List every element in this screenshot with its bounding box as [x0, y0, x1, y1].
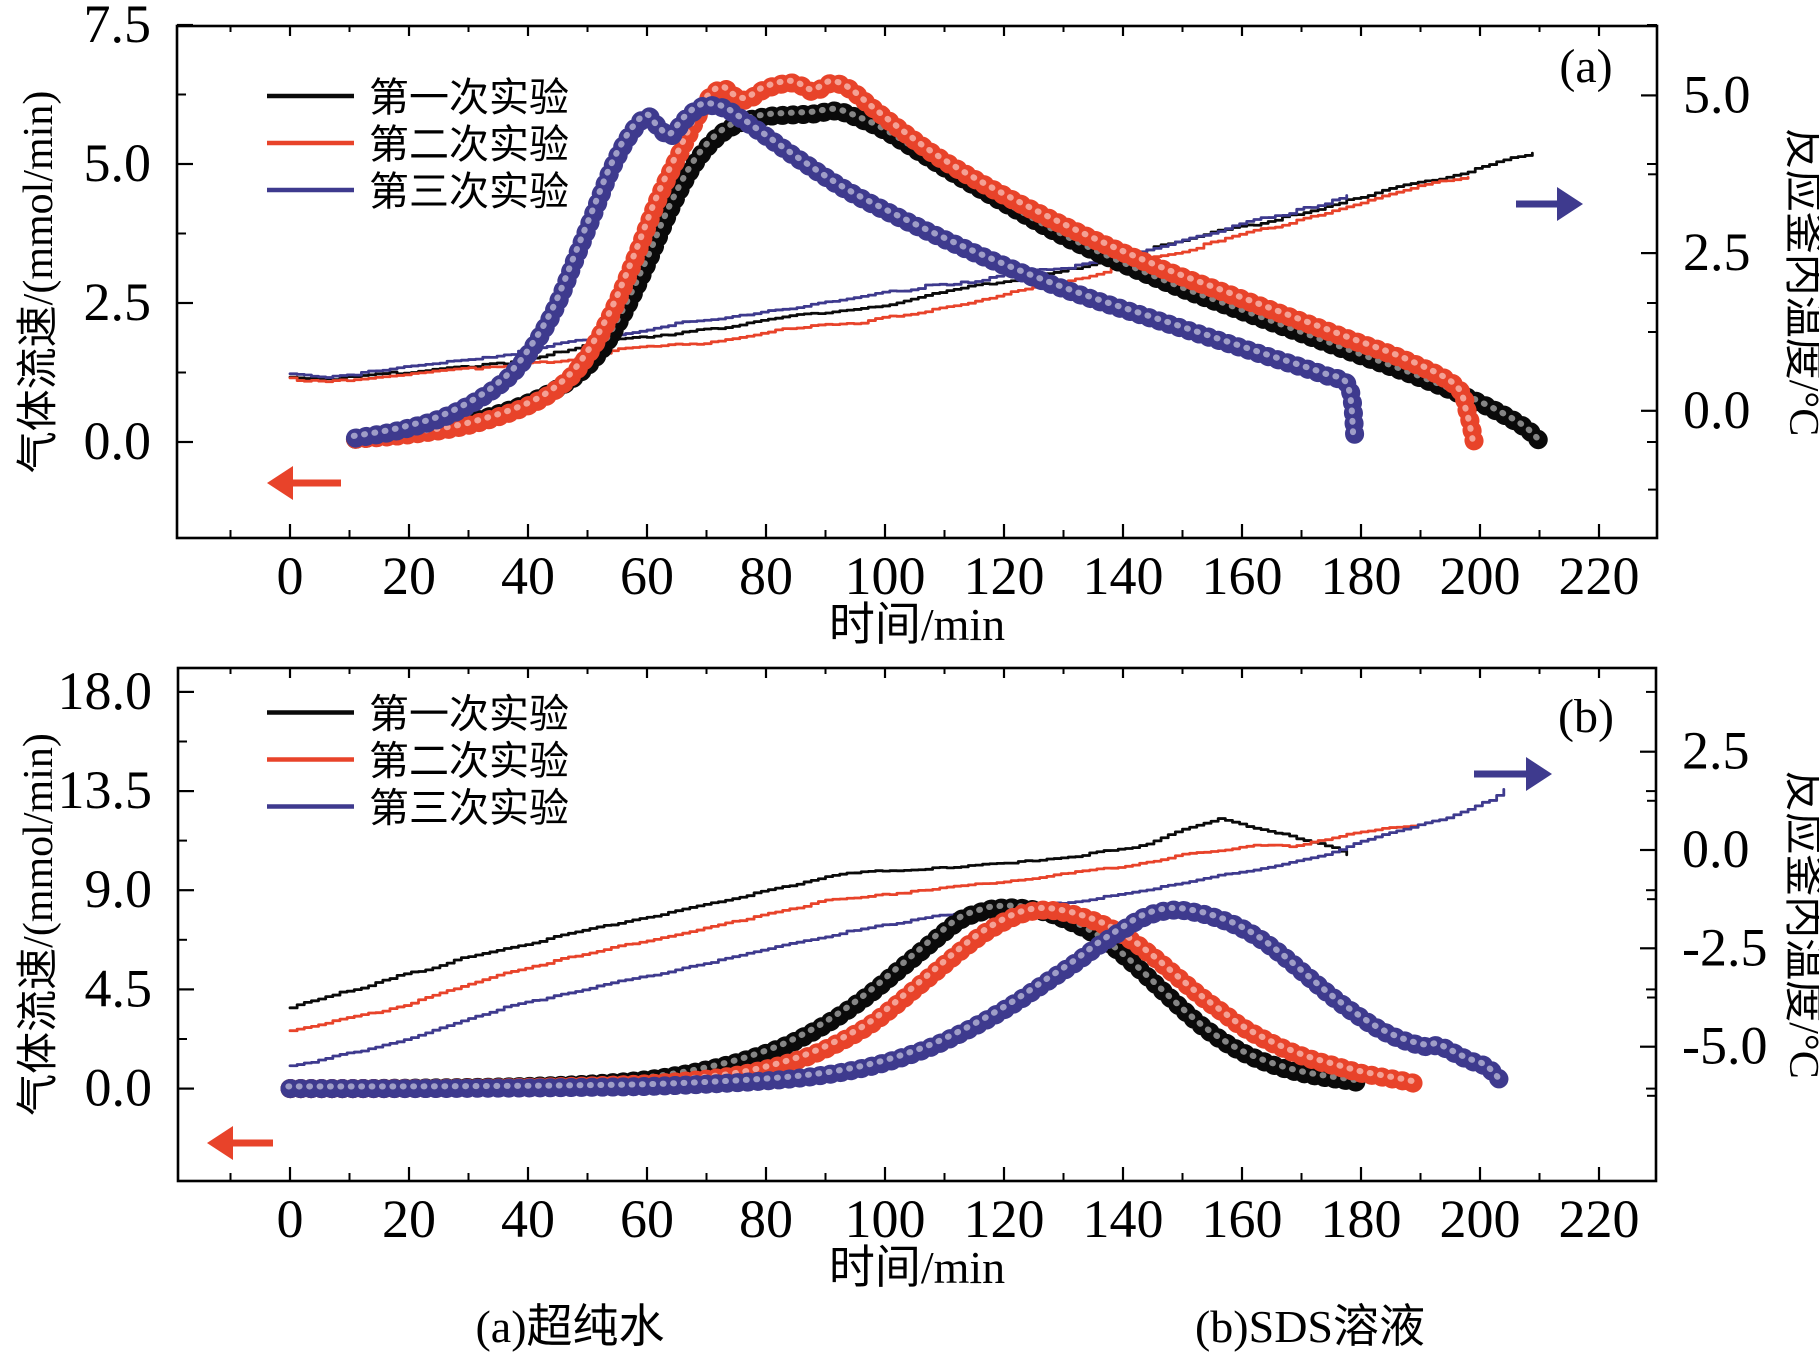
svg-text:2.5: 2.5: [84, 272, 152, 332]
svg-text:60: 60: [620, 1189, 674, 1249]
svg-text:20: 20: [382, 1189, 436, 1249]
svg-text:(b): (b): [1558, 690, 1614, 743]
svg-text:第一次实验: 第一次实验: [369, 692, 569, 737]
svg-text:180: 180: [1321, 1189, 1402, 1249]
svg-text:100: 100: [845, 1189, 926, 1249]
svg-text:180: 180: [1321, 546, 1402, 606]
svg-text:9.0: 9.0: [85, 859, 153, 919]
svg-text:0: 0: [277, 546, 304, 606]
svg-text:220: 220: [1559, 546, 1640, 606]
svg-text:0.0: 0.0: [1683, 380, 1751, 440]
svg-text:时间/min: 时间/min: [829, 1242, 1005, 1293]
svg-text:13.5: 13.5: [58, 760, 153, 820]
svg-text:5.0: 5.0: [1683, 64, 1751, 124]
svg-text:(b)SDS溶液: (b)SDS溶液: [1195, 1301, 1425, 1352]
svg-text:60: 60: [620, 546, 674, 606]
svg-text:160: 160: [1202, 1189, 1283, 1249]
svg-text:40: 40: [501, 1189, 555, 1249]
svg-text:第二次实验: 第二次实验: [369, 122, 569, 167]
svg-text:时间/min: 时间/min: [829, 599, 1005, 650]
svg-text:反应釜内温度/°C: 反应釜内温度/°C: [1780, 770, 1819, 1078]
svg-text:4.5: 4.5: [85, 958, 153, 1018]
svg-text:160: 160: [1202, 546, 1283, 606]
svg-text:7.5: 7.5: [84, 0, 152, 54]
svg-text:80: 80: [739, 1189, 793, 1249]
svg-text:140: 140: [1083, 1189, 1164, 1249]
svg-text:120: 120: [964, 546, 1045, 606]
svg-text:气体流速/(mmol/min): 气体流速/(mmol/min): [16, 91, 62, 474]
svg-text:100: 100: [845, 546, 926, 606]
svg-text:反应釜内温度/°C: 反应釜内温度/°C: [1780, 128, 1819, 436]
svg-text:0.0: 0.0: [1682, 819, 1750, 879]
svg-text:20: 20: [382, 546, 436, 606]
svg-text:200: 200: [1440, 1189, 1521, 1249]
svg-text:220: 220: [1559, 1189, 1640, 1249]
svg-text:第一次实验: 第一次实验: [369, 75, 569, 120]
svg-text:5.0: 5.0: [84, 133, 152, 193]
svg-text:气体流速/(mmol/min): 气体流速/(mmol/min): [16, 733, 62, 1116]
svg-text:-2.5: -2.5: [1682, 917, 1767, 977]
svg-text:200: 200: [1440, 546, 1521, 606]
svg-text:2.5: 2.5: [1683, 222, 1751, 282]
svg-text:120: 120: [964, 1189, 1045, 1249]
svg-text:18.0: 18.0: [58, 661, 153, 721]
svg-text:-5.0: -5.0: [1682, 1016, 1767, 1076]
svg-text:第二次实验: 第二次实验: [369, 739, 569, 784]
svg-text:140: 140: [1083, 546, 1164, 606]
svg-text:(a): (a): [1559, 40, 1612, 93]
svg-text:2.5: 2.5: [1682, 721, 1750, 781]
svg-text:80: 80: [739, 546, 793, 606]
svg-text:第三次实验: 第三次实验: [369, 786, 569, 831]
svg-text:40: 40: [501, 546, 555, 606]
svg-text:0.0: 0.0: [84, 411, 152, 471]
svg-text:第三次实验: 第三次实验: [369, 169, 569, 214]
svg-text:(a)超纯水: (a)超纯水: [475, 1301, 664, 1352]
svg-text:0.0: 0.0: [85, 1058, 153, 1118]
svg-text:0: 0: [277, 1189, 304, 1249]
